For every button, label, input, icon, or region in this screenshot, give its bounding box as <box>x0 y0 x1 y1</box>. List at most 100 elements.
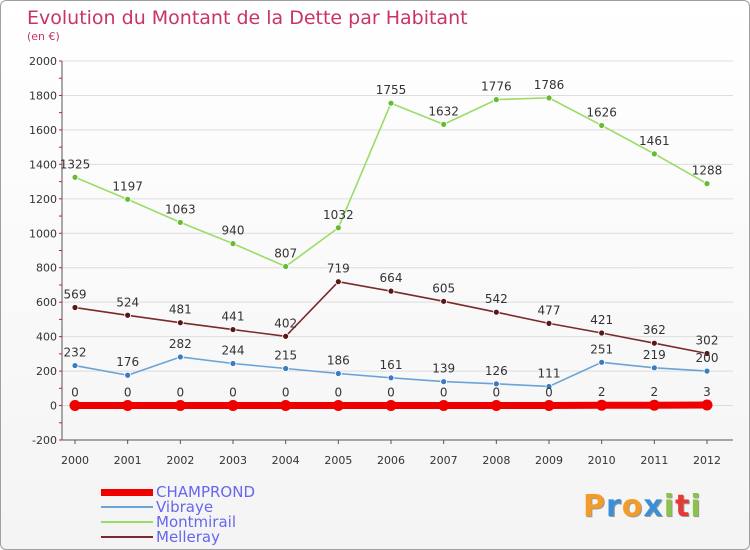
data-point <box>227 400 239 412</box>
data-point <box>650 339 658 347</box>
legend-swatch <box>101 521 153 523</box>
data-point <box>124 311 132 319</box>
data-point <box>124 195 132 203</box>
chart-title: Evolution du Montant de la Dette par Hab… <box>27 7 468 29</box>
data-point <box>545 319 553 327</box>
data-label: 1288 <box>692 164 723 178</box>
x-tick-label: 2009 <box>535 454 563 467</box>
data-point <box>596 399 608 411</box>
data-label: 139 <box>432 362 455 376</box>
data-point <box>598 122 606 129</box>
data-point <box>703 367 711 375</box>
data-point <box>543 400 555 412</box>
data-label: 1776 <box>481 80 512 94</box>
data-label: 302 <box>696 334 719 348</box>
data-label: 2 <box>651 385 659 399</box>
data-label: 2 <box>598 385 606 399</box>
data-label: 719 <box>327 262 350 276</box>
data-label: 244 <box>222 344 245 358</box>
x-tick-label: 2005 <box>324 454 352 467</box>
y-tick-label: 400 <box>36 331 57 344</box>
x-tick-label: 2004 <box>272 454 300 467</box>
data-label: 441 <box>222 310 245 324</box>
data-label: 481 <box>169 303 192 317</box>
data-point <box>387 374 395 382</box>
data-label: 111 <box>538 366 561 380</box>
data-point <box>545 94 553 102</box>
data-point <box>334 278 342 286</box>
data-label: 161 <box>380 358 403 372</box>
data-point <box>334 224 342 232</box>
x-tick-label: 2000 <box>61 454 89 467</box>
data-label: 362 <box>643 323 666 337</box>
data-point <box>545 383 553 390</box>
y-tick-label: 1600 <box>29 124 57 137</box>
data-label: 0 <box>493 386 501 400</box>
data-label: 219 <box>643 348 666 362</box>
data-point <box>650 364 658 372</box>
data-point <box>124 371 132 379</box>
data-point <box>229 326 237 333</box>
data-label: 1755 <box>376 83 407 97</box>
data-label: 251 <box>590 342 613 356</box>
x-tick-label: 2001 <box>114 454 142 467</box>
data-label: 940 <box>222 224 245 238</box>
data-point <box>332 400 344 412</box>
data-point <box>176 319 184 327</box>
data-point <box>438 400 450 412</box>
y-tick-label: -200 <box>32 434 57 447</box>
data-point <box>229 240 237 248</box>
data-point <box>703 180 711 188</box>
x-tick-label: 2003 <box>219 454 247 467</box>
proxiti-logo: Proxiti <box>583 489 702 524</box>
legend-label: Montmirail <box>156 513 236 531</box>
data-label: 524 <box>116 295 139 309</box>
data-label: 0 <box>387 386 395 400</box>
data-point <box>440 378 448 385</box>
legend-label: Melleray <box>156 528 220 546</box>
series-line-montmirail <box>74 97 708 268</box>
data-point <box>387 287 395 295</box>
x-tick-label: 2010 <box>588 454 616 467</box>
data-point <box>334 370 342 377</box>
data-point <box>282 263 290 270</box>
x-tick-label: 2006 <box>377 454 405 467</box>
data-point <box>703 350 711 357</box>
data-point <box>648 399 660 411</box>
data-point <box>174 400 186 412</box>
legend-swatch <box>101 488 153 496</box>
data-label: 0 <box>440 386 448 400</box>
y-tick-label: 800 <box>36 262 57 275</box>
data-label: 0 <box>282 386 290 400</box>
data-label: 200 <box>696 351 719 365</box>
data-label: 1325 <box>60 157 91 171</box>
data-label: 421 <box>590 313 613 327</box>
data-label: 1786 <box>534 78 565 92</box>
data-label: 3 <box>703 385 711 399</box>
data-point <box>71 362 79 369</box>
y-tick-label: 600 <box>36 296 57 309</box>
data-point <box>176 353 184 361</box>
data-label: 176 <box>116 355 139 369</box>
data-label: 477 <box>538 303 561 317</box>
data-point <box>282 365 290 372</box>
y-tick-label: 0 <box>50 400 57 413</box>
data-label: 126 <box>485 364 508 378</box>
data-label: 569 <box>64 288 87 302</box>
data-label: 1632 <box>428 104 459 118</box>
data-point <box>492 308 500 316</box>
data-label: 0 <box>71 386 79 400</box>
data-label: 807 <box>274 247 297 261</box>
data-label: 0 <box>124 386 132 400</box>
data-label: 282 <box>169 337 192 351</box>
x-tick-label: 2012 <box>693 454 721 467</box>
data-point <box>440 120 448 128</box>
y-tick-label: 1800 <box>29 89 57 102</box>
x-tick-label: 2011 <box>640 454 668 467</box>
data-point <box>176 219 184 226</box>
data-label: 0 <box>335 386 343 400</box>
data-label: 1032 <box>323 208 354 222</box>
legend-label: Vibraye <box>156 498 214 516</box>
